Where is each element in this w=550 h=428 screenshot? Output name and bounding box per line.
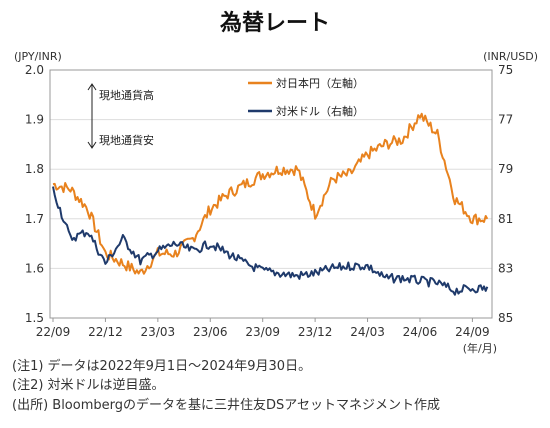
right-axis-ticks: 75 77 79 81 83 85 <box>498 63 513 325</box>
legend: 対日本円（左軸） 対米ドル（右軸） <box>248 76 364 118</box>
left-axis-ticks: 1.5 1.6 1.7 1.8 1.9 2.0 <box>25 63 44 325</box>
series-line-usd <box>52 186 489 296</box>
x-tick-label: 24/03 <box>350 325 385 339</box>
legend-label-jpy: 対日本円（左軸） <box>276 76 364 90</box>
right-axis-unit: (INR/USD) <box>483 50 538 63</box>
x-axis-ticks: 22/09 22/12 23/03 23/06 23/09 23/12 24/03 24/06… <box>36 318 490 339</box>
series-line-jpy <box>52 112 489 275</box>
right-tick-label: 83 <box>498 261 513 275</box>
left-tick-label: 1.9 <box>25 113 44 127</box>
direction-annotation: 現地通貨高 現地通貨安 <box>87 83 154 149</box>
legend-label-usd: 対米ドル（右軸） <box>276 104 364 118</box>
x-tick-label: 23/12 <box>298 325 333 339</box>
annotation-down: 現地通貨安 <box>99 133 154 147</box>
x-tick-label: 22/09 <box>36 325 71 339</box>
arrow-up-icon <box>87 83 97 91</box>
arrow-down-icon <box>87 141 97 149</box>
left-tick-label: 1.5 <box>25 311 44 325</box>
right-tick-label: 75 <box>498 63 513 77</box>
left-tick-label: 1.6 <box>25 261 44 275</box>
right-tick-label: 81 <box>498 212 513 226</box>
note-1: (注1) データは2022年9月1日～2024年9月30日。 <box>12 358 311 374</box>
x-tick-label: 24/09 <box>455 325 490 339</box>
left-axis-unit: (JPY/INR) <box>14 50 62 63</box>
x-tick-label: 24/06 <box>403 325 438 339</box>
right-tick-label: 85 <box>498 311 513 325</box>
right-tick-label: 77 <box>498 113 513 127</box>
left-tick-label: 1.7 <box>25 212 44 226</box>
grid <box>50 69 492 319</box>
right-tick-label: 79 <box>498 162 513 176</box>
x-tick-label: 23/06 <box>193 325 228 339</box>
left-tick-label: 2.0 <box>25 63 44 77</box>
annotation-up: 現地通貨高 <box>99 88 154 102</box>
x-tick-label: 22/12 <box>88 325 123 339</box>
note-2: (注2) 対米ドルは逆目盛。 <box>12 377 165 393</box>
series-layer <box>52 112 489 296</box>
x-axis-unit: (年/月) <box>463 341 497 355</box>
plot-frame <box>49 69 493 319</box>
note-source: (出所) Bloombergのデータを基に三井住友DSアセットマネジメント作成 <box>12 397 440 413</box>
x-tick-label: 23/03 <box>141 325 176 339</box>
left-tick-label: 1.8 <box>25 162 44 176</box>
chart-title: 為替レート <box>220 10 330 36</box>
x-tick-label: 23/09 <box>245 325 280 339</box>
